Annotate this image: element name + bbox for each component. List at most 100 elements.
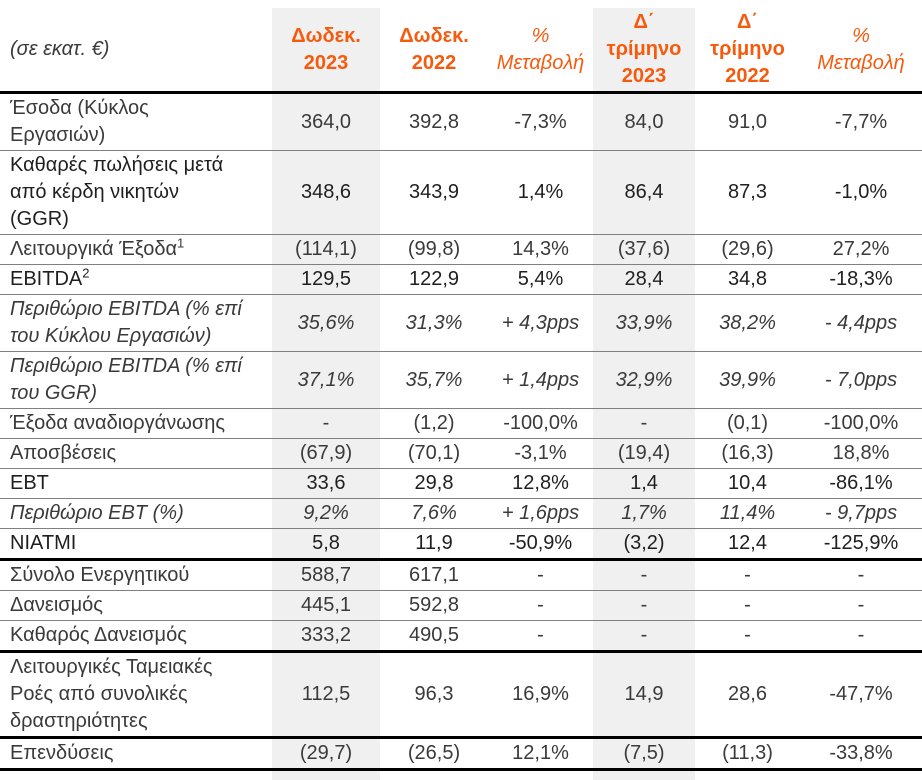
cell-value: - bbox=[593, 620, 695, 652]
cell-value: 588,7 bbox=[272, 559, 380, 591]
cell-value: 16,9% bbox=[512, 683, 569, 705]
cell-value: - bbox=[857, 624, 865, 646]
cell-value: - bbox=[857, 594, 865, 616]
column-header-pct-change-quarter: % Μεταβολή bbox=[800, 8, 922, 94]
cell-value: 7,6% bbox=[411, 502, 457, 524]
cell-value: + 4,3pps bbox=[501, 311, 580, 334]
cell-value: 96,3 bbox=[414, 683, 454, 705]
cell-value: 33,6 bbox=[272, 468, 380, 499]
table-row: Δανεισμός 445,1 592,8 - - - - bbox=[0, 590, 922, 621]
cell-value: (114,1) bbox=[272, 234, 380, 265]
cell-value: - bbox=[593, 408, 695, 439]
row-label-text: Αποσβέσεις bbox=[10, 442, 117, 464]
cell-value: - bbox=[272, 408, 380, 439]
gray-column-tail-right bbox=[593, 771, 695, 780]
cell-value: -7,3% bbox=[514, 110, 567, 133]
table-row: Επενδύσεις (29,7) (26,5) 12,1% (7,5) (11,3) -3… bbox=[0, 737, 922, 770]
table-row: Αποσβέσεις (67,9) (70,1) -3,1% (19,4) (16,3) 1… bbox=[0, 438, 922, 469]
row-label: Επενδύσεις bbox=[0, 738, 272, 770]
cell-value: 27,2% bbox=[832, 238, 890, 260]
row-label: EBITDA2 bbox=[0, 265, 272, 295]
row-label-text: Δανεισμός bbox=[10, 594, 103, 616]
table-row: Περιθώριο EBITDA (% επί του GGR) 37,1% 35,… bbox=[0, 351, 922, 409]
cell-value: 1,4 bbox=[593, 468, 695, 499]
cell-value: (11,3) bbox=[722, 742, 773, 764]
column-header-twelve-months-2022: Δωδεκ. 2022 bbox=[380, 8, 488, 94]
cell-value: - bbox=[744, 624, 751, 646]
row-label-text: Έξοδα αναδιοργάνωσης bbox=[10, 412, 225, 434]
row-label-text: Έσοδα (Κύκλος Εργασιών) bbox=[10, 97, 149, 146]
row-label-text: Λειτουργικές Ταμειακές Ροές από συνολικέ… bbox=[10, 656, 213, 732]
cell-value: 617,1 bbox=[408, 564, 460, 586]
cell-value: - bbox=[744, 564, 751, 586]
cell-value: - 9,7pps bbox=[824, 502, 898, 524]
financial-results-table: (σε εκατ. €) Δωδεκ. 2023 Δωδεκ. 2022 % Μ… bbox=[0, 8, 922, 771]
cell-value: - bbox=[537, 624, 544, 646]
cell-value: (19,4) bbox=[593, 438, 695, 469]
row-label: Έξοδα αναδιοργάνωσης bbox=[0, 409, 272, 439]
cell-value: 28,4 bbox=[593, 264, 695, 295]
header-row: (σε εκατ. €) Δωδεκ. 2023 Δωδεκ. 2022 % Μ… bbox=[0, 8, 922, 94]
row-label: Περιθώριο EBITDA (% επί του Κύκλου Εργασ… bbox=[0, 295, 272, 352]
table-row: Έξοδα αναδιοργάνωσης - (1,2) -100,0% - (0,1) -… bbox=[0, 408, 922, 439]
cell-value: 34,8 bbox=[728, 268, 767, 290]
cell-value: -1,0% bbox=[834, 181, 888, 203]
cell-value: 10,4 bbox=[728, 472, 767, 494]
cell-value: 84,0 bbox=[593, 92, 695, 151]
cell-value: (29,7) bbox=[272, 737, 380, 770]
row-label-text: Καθαρός Δανεισμός bbox=[10, 624, 187, 646]
cell-value: -33,8% bbox=[829, 742, 893, 764]
cell-value: - bbox=[593, 559, 695, 591]
column-header-q4-2023: Δ΄ τρίμηνο 2023 bbox=[593, 8, 695, 94]
table-row: NIATMI 5,8 11,9 -50,9% (3,2) 12,4 -125,9% bbox=[0, 528, 922, 560]
cell-value: (67,9) bbox=[272, 438, 380, 469]
row-label-text: Λειτουργικά Έξοδα bbox=[10, 238, 178, 260]
table-row: Λειτουργικά Έξοδα1 (114,1) (99,8) 14,3% (37,… bbox=[0, 234, 922, 265]
cell-value: (70,1) bbox=[407, 442, 461, 464]
cell-value: (0,1) bbox=[726, 412, 769, 434]
cell-value: (1,2) bbox=[413, 412, 455, 434]
cell-value: -3,1% bbox=[514, 442, 567, 464]
cell-value: 28,6 bbox=[728, 683, 767, 705]
table-row: Καθαρές πωλήσεις μετά από κέρδη νικητών … bbox=[0, 150, 922, 235]
table-row: Έσοδα (Κύκλος Εργασιών) 364,0 392,8 -7,3% 84… bbox=[0, 92, 922, 151]
row-label-text: Περιθώριο EBT (%) bbox=[10, 502, 184, 524]
cell-value: 348,6 bbox=[272, 150, 380, 235]
cell-value: - 7,0pps bbox=[824, 368, 898, 391]
cell-value: -50,9% bbox=[508, 532, 573, 554]
cell-value: 18,8% bbox=[832, 442, 890, 464]
cell-value: (29,6) bbox=[721, 238, 774, 260]
cell-value: 87,3 bbox=[728, 181, 767, 203]
cell-value: + 1,4pps bbox=[501, 368, 580, 391]
cell-value: 35,7% bbox=[405, 368, 463, 391]
cell-value: 333,2 bbox=[272, 620, 380, 652]
cell-value: 122,9 bbox=[408, 268, 460, 290]
cell-value: 1,7% bbox=[593, 498, 695, 529]
cell-value: 33,9% bbox=[593, 294, 695, 352]
row-label-text: Περιθώριο EBITDA (% επί του GGR) bbox=[10, 355, 242, 404]
cell-value: 39,9% bbox=[719, 368, 776, 391]
cell-value: - bbox=[744, 594, 751, 616]
cell-value: -7,7% bbox=[834, 110, 888, 133]
row-label-text: Περιθώριο EBITDA (% επί του Κύκλου Εργασ… bbox=[10, 298, 242, 347]
table-row: Περιθώριο EBT (%) 9,2% 7,6% + 1,6pps 1,7% 11,… bbox=[0, 498, 922, 529]
cell-value: 91,0 bbox=[728, 110, 767, 133]
row-label: Λειτουργικές Ταμειακές Ροές από συνολικέ… bbox=[0, 652, 272, 738]
row-label: Σύνολο Ενεργητικού bbox=[0, 560, 272, 591]
cell-value: 112,5 bbox=[272, 651, 380, 738]
cell-value: 35,6% bbox=[272, 294, 380, 352]
cell-value: 129,5 bbox=[272, 264, 380, 295]
table-row: EBT 33,6 29,8 12,8% 1,4 10,4 -86,1% bbox=[0, 468, 922, 499]
table-row: Λειτουργικές Ταμειακές Ροές από συνολικέ… bbox=[0, 651, 922, 738]
column-header-twelve-months-2023: Δωδεκ. 2023 bbox=[272, 8, 380, 94]
cell-value: - bbox=[857, 564, 865, 586]
cell-value: 490,5 bbox=[408, 624, 460, 646]
cell-value: 343,9 bbox=[408, 181, 460, 203]
cell-value: 5,8 bbox=[272, 528, 380, 560]
cell-value: 12,4 bbox=[728, 532, 767, 554]
cell-value: 445,1 bbox=[272, 590, 380, 621]
cell-value: (26,5) bbox=[407, 742, 461, 764]
table-row: Σύνολο Ενεργητικού 588,7 617,1 - - - - bbox=[0, 559, 922, 591]
cell-value: 29,8 bbox=[414, 472, 454, 494]
